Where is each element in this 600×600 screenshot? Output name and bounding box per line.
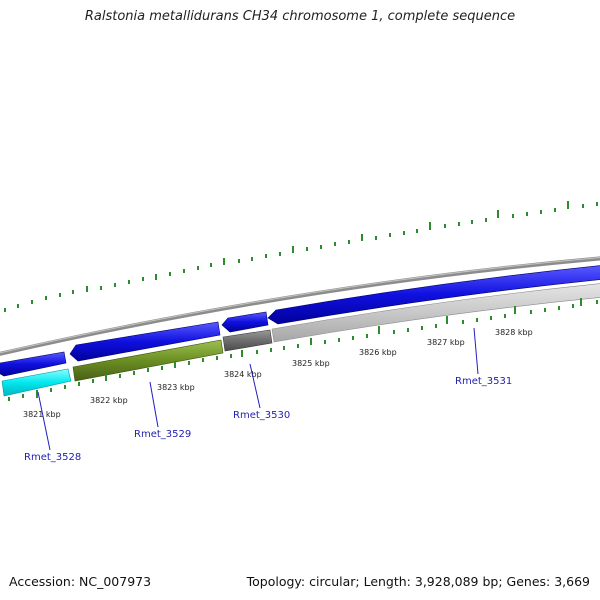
gene-rmet-3530[interactable] <box>222 329 273 352</box>
gene-label-rmet-3528[interactable]: Rmet_3528 <box>24 452 81 463</box>
kbp-label: 3828 kbp <box>495 328 533 337</box>
gene-arrow-rmet-3530-forward[interactable] <box>221 311 269 333</box>
reverse-strand-genes <box>1 283 600 397</box>
forward-strand-genes <box>0 265 600 377</box>
kbp-label: 3826 kbp <box>359 348 397 357</box>
gene-rmet-3531[interactable] <box>271 283 600 343</box>
gene-rmet-3528[interactable] <box>1 368 72 397</box>
gene-label-rmet-3531[interactable]: Rmet_3531 <box>455 376 512 387</box>
kbp-label: 3824 kbp <box>224 370 262 379</box>
outer-tick-ruler <box>4 201 598 312</box>
kbp-labels: 3821 kbp 3822 kbp 3823 kbp 3824 kbp 3825… <box>23 328 533 419</box>
gene-arrow-rmet-3529-forward[interactable] <box>69 321 221 362</box>
kbp-label: 3823 kbp <box>157 383 195 392</box>
tick-marks <box>4 201 598 312</box>
kbp-label: 3825 kbp <box>292 359 330 368</box>
chromosome-backbone <box>0 256 600 356</box>
accession-text: Accession: NC_007973 <box>9 574 152 589</box>
kbp-label: 3827 kbp <box>427 338 465 347</box>
map-title: Ralstonia metallidurans CH34 chromosome … <box>84 9 516 24</box>
gene-arrow-rmet-3531-forward[interactable] <box>267 265 600 325</box>
kbp-label: 3822 kbp <box>90 396 128 405</box>
topology-summary: Topology: circular; Length: 3,928,089 bp… <box>246 574 590 589</box>
gene-labels: Rmet_3528 Rmet_3529 Rmet_3530 Rmet_3531 <box>24 376 512 463</box>
gene-label-rmet-3530[interactable]: Rmet_3530 <box>233 410 290 421</box>
kbp-label: 3821 kbp <box>23 410 61 419</box>
gene-label-rmet-3529[interactable]: Rmet_3529 <box>134 429 191 440</box>
inner-tick-ruler <box>8 298 598 401</box>
gene-rmet-3529[interactable] <box>72 339 224 382</box>
gene-label-lines <box>37 327 479 451</box>
gene-arrow-rmet-3528-forward[interactable] <box>0 351 67 377</box>
